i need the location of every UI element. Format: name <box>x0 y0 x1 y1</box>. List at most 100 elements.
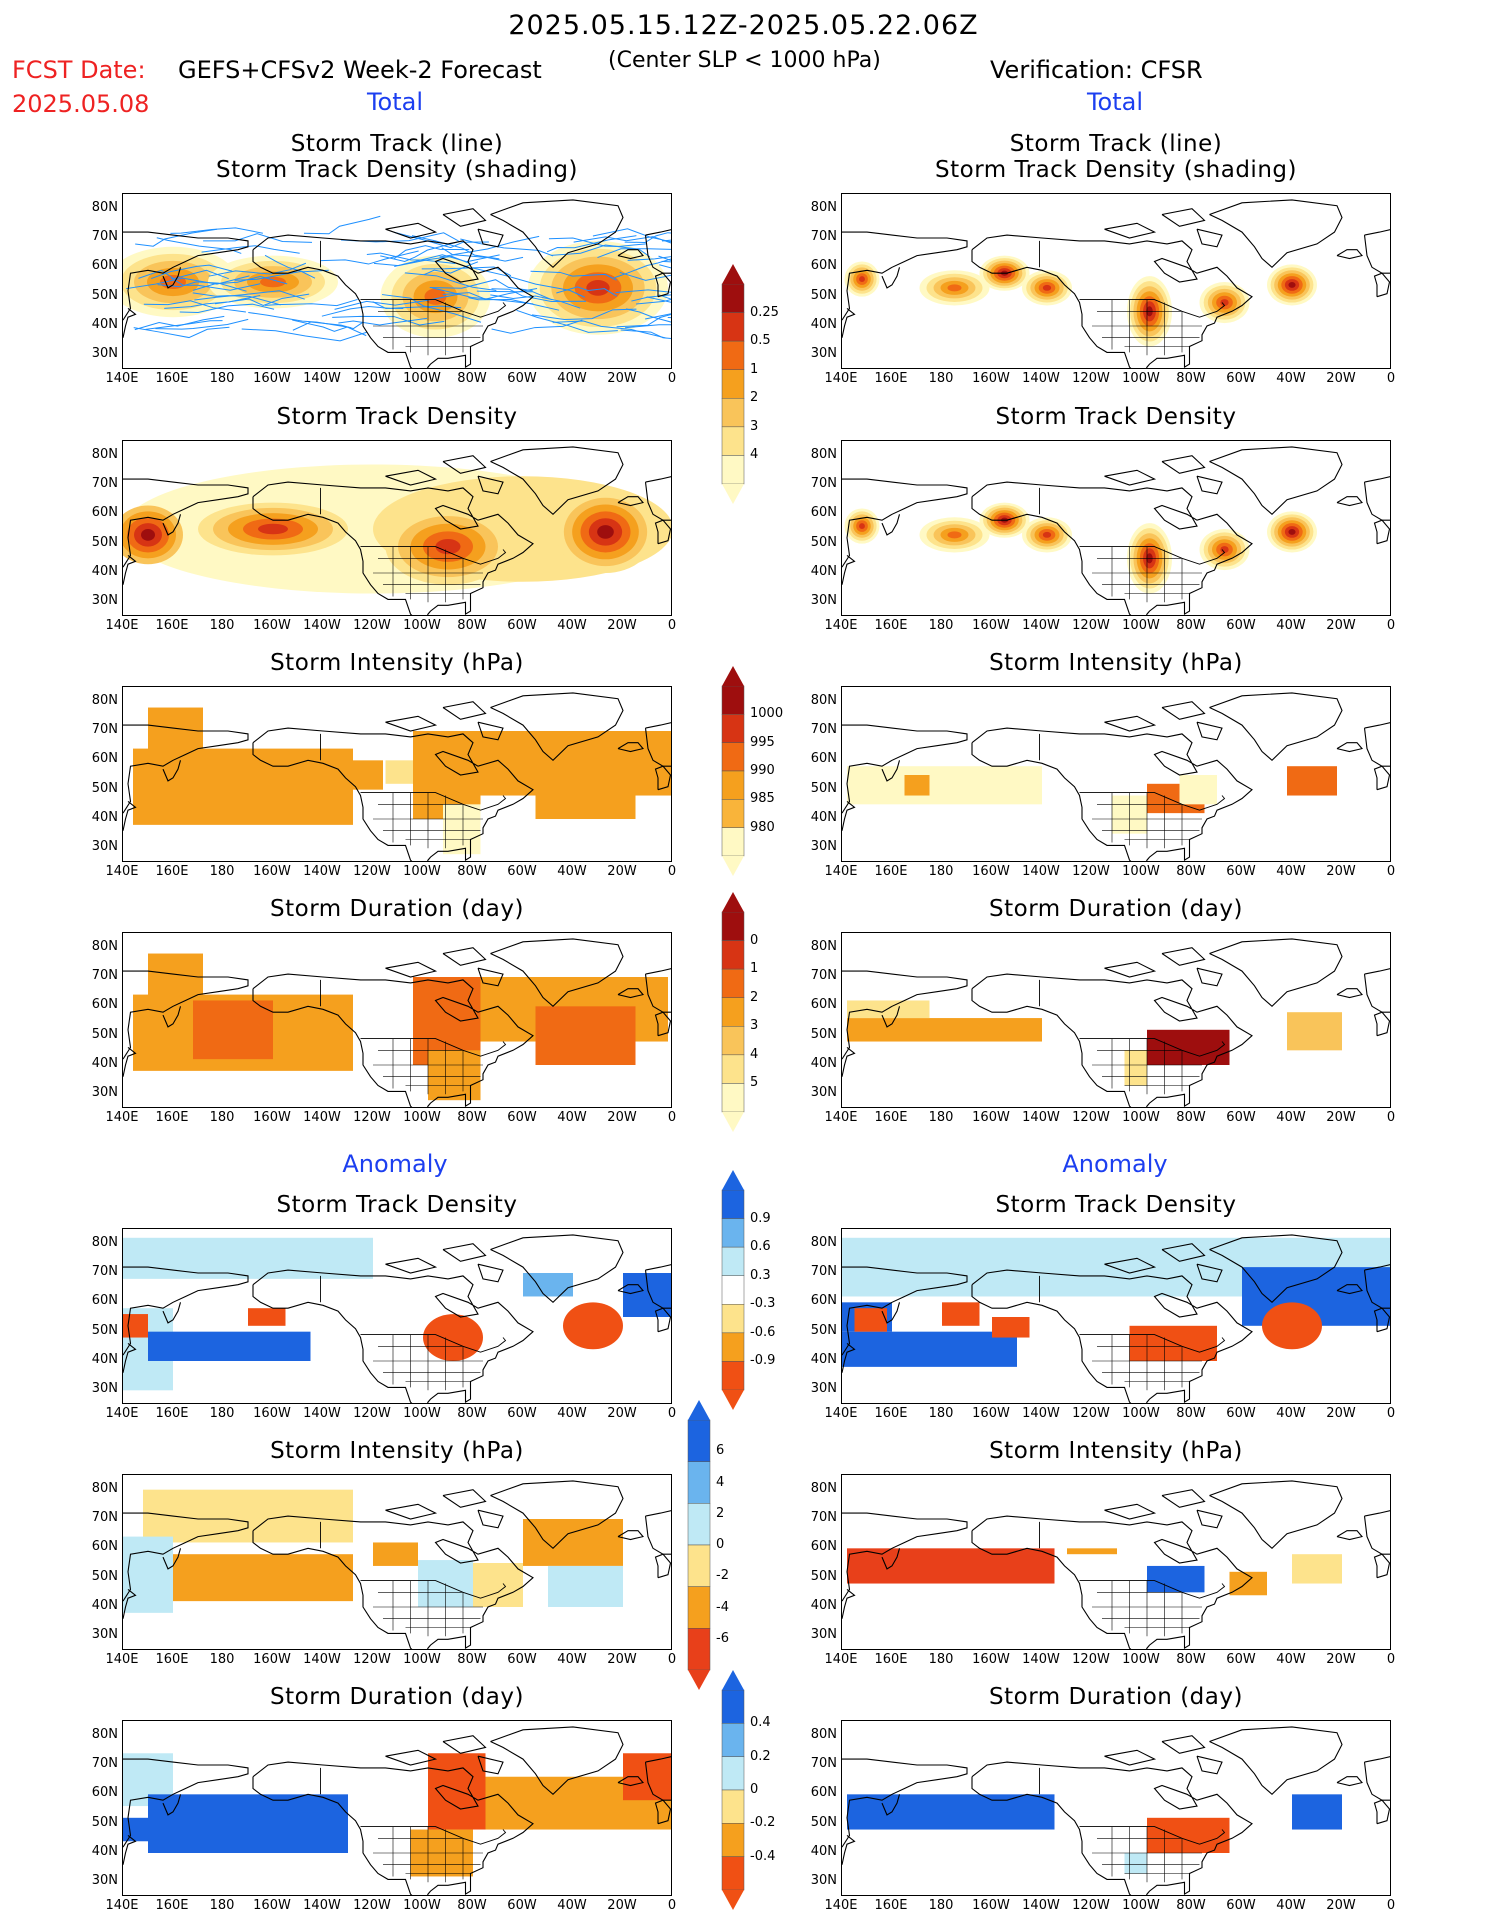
lon-label: 160E <box>866 618 916 633</box>
colorbar-duration_total <box>720 892 746 1132</box>
lon-label: 160W <box>966 1110 1016 1125</box>
colorbar-label: 995 <box>750 735 775 750</box>
lat-label: 70N <box>797 722 837 737</box>
colorbar-label: 5 <box>750 1075 758 1090</box>
lat-label: 50N <box>797 535 837 550</box>
colorbar-label: 0.6 <box>750 1239 771 1254</box>
panel-title: Storm Intensity (hPa) <box>122 1438 672 1464</box>
lat-label: 50N <box>78 1027 118 1042</box>
map-panel <box>841 686 1391 862</box>
colorbar-label: 0 <box>750 1782 758 1797</box>
lat-label: 40N <box>78 564 118 579</box>
lon-label: 140E <box>97 1110 147 1125</box>
lon-label: 60W <box>497 1652 547 1667</box>
lon-label: 40W <box>547 371 597 386</box>
lon-label: 40W <box>1266 864 1316 879</box>
lon-label: 60W <box>1216 864 1266 879</box>
lat-label: 50N <box>78 781 118 796</box>
panel-title: Storm Duration (day) <box>841 896 1391 922</box>
lat-label: 50N <box>797 1815 837 1830</box>
lon-label: 80W <box>1166 1406 1216 1421</box>
lon-label: 100W <box>1116 1898 1166 1913</box>
lat-label: 60N <box>797 1539 837 1554</box>
lon-label: 0 <box>1366 1652 1416 1667</box>
fcst-date-value: 2025.05.08 <box>12 90 149 118</box>
lat-label: 50N <box>797 781 837 796</box>
lat-label: 60N <box>78 505 118 520</box>
lon-label: 160E <box>147 1652 197 1667</box>
lon-label: 160E <box>147 1898 197 1913</box>
panel-title: Storm Duration (day) <box>122 896 672 922</box>
lon-label: 140E <box>97 1406 147 1421</box>
lat-label: 30N <box>797 839 837 854</box>
lon-label: 140E <box>816 1898 866 1913</box>
lat-label: 60N <box>797 997 837 1012</box>
lon-label: 180 <box>197 1406 247 1421</box>
lon-label: 140E <box>97 371 147 386</box>
lon-label: 60W <box>1216 1406 1266 1421</box>
panel-title: Storm Duration (day) <box>841 1684 1391 1710</box>
lon-label: 40W <box>547 1898 597 1913</box>
lon-label: 160E <box>866 371 916 386</box>
colorbar-intensity_anom <box>686 1400 712 1690</box>
lon-label: 80W <box>1166 1898 1216 1913</box>
lat-label: 70N <box>78 968 118 983</box>
colorbar-label: 0.5 <box>750 333 771 348</box>
colorbar-density_anom <box>720 1170 746 1410</box>
map-panel <box>122 193 672 369</box>
lon-label: 140W <box>1016 371 1066 386</box>
colorbar-label: -6 <box>716 1631 729 1646</box>
lon-label: 180 <box>916 618 966 633</box>
lon-label: 140W <box>297 1406 347 1421</box>
lat-label: 70N <box>78 722 118 737</box>
map-panel <box>841 193 1391 369</box>
lon-label: 180 <box>916 371 966 386</box>
lat-label: 40N <box>797 1844 837 1859</box>
lon-label: 20W <box>597 618 647 633</box>
lon-label: 100W <box>1116 371 1166 386</box>
lon-label: 120W <box>347 618 397 633</box>
lat-label: 60N <box>78 258 118 273</box>
lon-label: 120W <box>347 1898 397 1913</box>
lon-label: 160W <box>247 618 297 633</box>
lon-label: 40W <box>1266 1898 1316 1913</box>
lon-label: 80W <box>1166 371 1216 386</box>
lon-label: 140W <box>297 1652 347 1667</box>
lon-label: 60W <box>1216 1652 1266 1667</box>
lon-label: 100W <box>1116 1652 1166 1667</box>
lon-label: 180 <box>197 618 247 633</box>
lat-label: 70N <box>797 476 837 491</box>
lon-label: 0 <box>647 864 697 879</box>
map-panel <box>122 440 672 616</box>
colorbar-label: 3 <box>750 419 758 434</box>
lon-label: 180 <box>916 1898 966 1913</box>
lon-label: 20W <box>1316 1110 1366 1125</box>
lon-label: 160W <box>247 1652 297 1667</box>
lat-label: 60N <box>797 1293 837 1308</box>
lon-label: 140W <box>1016 1110 1066 1125</box>
lon-label: 120W <box>347 1110 397 1125</box>
lon-label: 140E <box>816 1652 866 1667</box>
lat-label: 40N <box>78 1598 118 1613</box>
lat-label: 30N <box>797 1085 837 1100</box>
lon-label: 40W <box>547 1652 597 1667</box>
lon-label: 80W <box>1166 1110 1216 1125</box>
lon-label: 40W <box>1266 1406 1316 1421</box>
colorbar-label: 6 <box>716 1443 724 1458</box>
colorbar-label: -0.6 <box>750 1325 775 1340</box>
lon-label: 60W <box>1216 1110 1266 1125</box>
lon-label: 140W <box>1016 1652 1066 1667</box>
panel-title: Storm Track Density <box>122 404 672 430</box>
lon-label: 20W <box>1316 618 1366 633</box>
lon-label: 120W <box>1066 1898 1116 1913</box>
lon-label: 40W <box>1266 371 1316 386</box>
colorbar-label: 0.25 <box>750 305 779 320</box>
lat-label: 40N <box>78 810 118 825</box>
lon-label: 140E <box>816 618 866 633</box>
lon-label: 160E <box>147 371 197 386</box>
lon-label: 100W <box>1116 1110 1166 1125</box>
colorbar-label: -0.2 <box>750 1815 775 1830</box>
lon-label: 60W <box>1216 371 1266 386</box>
lat-label: 30N <box>78 1381 118 1396</box>
lon-label: 0 <box>647 371 697 386</box>
